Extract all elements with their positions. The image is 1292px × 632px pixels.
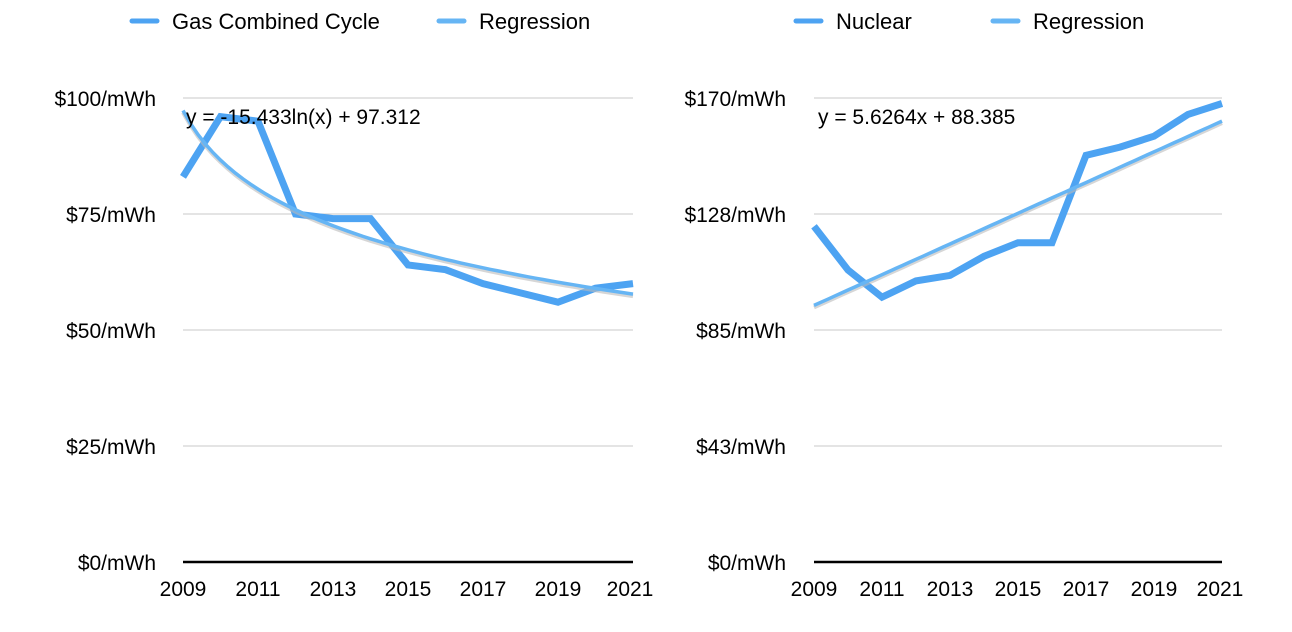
gas-y-tick-label: $100/mWh	[54, 88, 156, 111]
nuclear-x-tick-label: 2009	[791, 578, 838, 601]
nuclear-x-tick-label: 2017	[1063, 578, 1110, 601]
gas-x-ticks: 2009 2011 2013 2015 2017 2019 2021	[160, 578, 654, 601]
gas-regression-line	[181, 109, 634, 296]
gas-chart: Gas Combined Cycle Regression $100/mWh $…	[54, 9, 653, 601]
nuclear-y-tick-label: $128/mWh	[684, 204, 786, 227]
nuclear-x-tick-label: 2011	[859, 578, 904, 601]
nuclear-y-tick-label: $43/mWh	[696, 436, 786, 459]
gas-x-tick-label: 2013	[310, 578, 357, 601]
gas-legend-series-label: Gas Combined Cycle	[172, 9, 380, 34]
gas-x-tick-label: 2021	[607, 578, 654, 601]
nuclear-legend-series-label: Nuclear	[836, 9, 912, 34]
gas-y-tick-label: $0/mWh	[78, 552, 156, 575]
gas-series-line	[180, 112, 634, 306]
gas-x-tick-label: 2009	[160, 578, 207, 601]
gas-regression-equation: y = -15.433ln(x) + 97.312	[186, 106, 421, 129]
nuclear-y-tick-label: $0/mWh	[708, 552, 786, 575]
nuclear-gridlines	[814, 97, 1222, 564]
gas-x-tick-label: 2019	[535, 578, 582, 601]
nuclear-regression-shadow	[813, 121, 1223, 310]
gas-regression-shadow	[181, 111, 634, 299]
nuclear-x-tick-label: 2019	[1131, 578, 1178, 601]
nuclear-x-tick-label: 2013	[927, 578, 974, 601]
nuclear-y-ticks: $170/mWh $128/mWh $85/mWh $43/mWh $0/mWh	[684, 88, 786, 575]
nuclear-legend: Nuclear Regression	[793, 9, 1144, 34]
nuclear-legend-regression-label: Regression	[1033, 9, 1144, 34]
nuclear-regression-equation: y = 5.6264x + 88.385	[818, 106, 1015, 129]
nuclear-chart: Nuclear Regression $170/mWh $128/mWh $85…	[684, 9, 1243, 601]
nuclear-x-tick-label: 2021	[1197, 578, 1244, 601]
nuclear-y-tick-label: $170/mWh	[684, 88, 786, 111]
nuclear-x-tick-label: 2015	[995, 578, 1042, 601]
gas-x-tick-label: 2017	[460, 578, 507, 601]
gas-y-tick-label: $75/mWh	[66, 204, 156, 227]
gas-x-tick-label: 2015	[385, 578, 432, 601]
gas-x-tick-label: 2011	[235, 578, 280, 601]
gas-legend: Gas Combined Cycle Regression	[129, 9, 590, 34]
gas-y-tick-label: $25/mWh	[66, 436, 156, 459]
nuclear-x-ticks: 2009 2011 2013 2015 2017 2019 2021	[791, 578, 1244, 601]
gas-y-ticks: $100/mWh $75/mWh $50/mWh $25/mWh $0/mWh	[54, 88, 156, 575]
nuclear-y-tick-label: $85/mWh	[696, 320, 786, 343]
gas-gridlines	[183, 97, 633, 564]
gas-legend-regression-label: Regression	[479, 9, 590, 34]
gas-y-tick-label: $50/mWh	[66, 320, 156, 343]
nuclear-regression-line	[813, 119, 1223, 307]
nuclear-series-line	[811, 100, 1224, 302]
